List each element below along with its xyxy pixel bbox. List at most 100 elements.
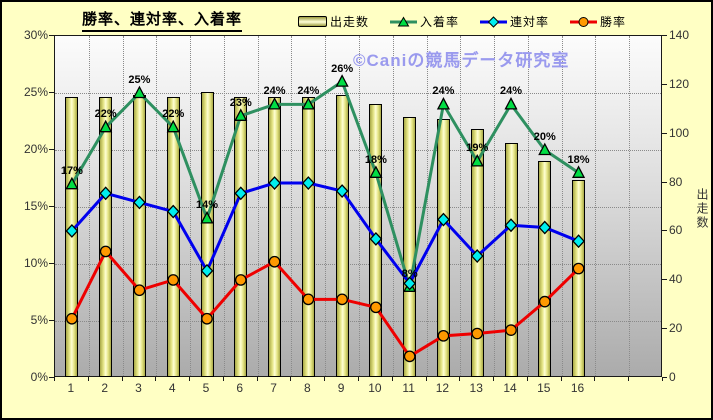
gridline-horizontal [55,93,661,94]
triangle-legend-icon [390,16,418,26]
gridline-vertical [88,36,90,376]
marker-diamond [166,204,180,219]
marker-circle [234,274,247,286]
marker-circle [370,301,382,314]
legend-label: 出走数 [330,15,370,29]
x-axis-tick [155,377,157,381]
x-axis-tick [54,377,55,381]
x-axis-tick-label: 2 [101,381,108,395]
marker-triangle [200,210,214,224]
line-series-svg [65,74,586,363]
marker-circle [336,293,348,306]
series-line-triangle [70,79,580,288]
data-label: 22% [162,108,185,121]
x-axis-tick [594,377,596,381]
marker-triangle [504,96,518,110]
legend: 出走数 入着率 連対率 勝率 [298,13,626,30]
x-axis-tick-label: 8 [303,381,311,395]
data-label: 19% [466,142,489,155]
y-axis-tick [49,92,54,93]
series-line-circle [70,248,580,359]
legend-item-starts: 出走数 [298,13,369,30]
x-axis-tick-label: 5 [202,381,210,395]
marker-diamond [234,186,248,201]
x-axis-tick [189,377,191,381]
marker-triangle [571,165,586,178]
bar [200,92,214,377]
legend-item-entry-rate: 入着率 [390,13,459,30]
marker-diamond [99,186,113,201]
marker-diamond [538,220,552,235]
gridline-horizontal [55,207,661,208]
legend-label: 連対率 [510,15,550,29]
y-axis-tick-label: 20% [23,142,48,156]
gridline-horizontal [55,150,661,151]
marker-circle [538,295,551,308]
gridline-vertical [561,36,563,376]
x-axis-tick [324,377,326,381]
right-axis-tick [662,132,667,134]
marker-diamond [470,249,484,263]
right-axis-tick [662,279,667,281]
gridline-vertical [291,36,293,376]
gridline-vertical [595,36,597,376]
marker-circle [572,262,585,275]
data-label: 17% [60,165,83,178]
data-label: 24% [263,85,286,98]
right-axis-tick-label: 80 [669,174,683,189]
x-axis-tick [628,377,630,381]
marker-circle [66,312,78,325]
y-axis-tick-label: 0% [30,370,48,384]
y-axis-tick [49,149,54,150]
x-axis-tick-label: 16 [570,381,585,395]
marker-triangle [301,96,315,110]
gridline-vertical [392,36,394,376]
x-axis-tick-label: 4 [168,381,176,395]
marker-diamond [200,263,214,278]
bar [538,160,552,377]
marker-circle [471,327,484,340]
right-axis-tick-label: 40 [669,272,683,287]
x-axis-tick-label: 6 [236,381,244,395]
data-label: 18% [364,153,387,166]
gridline-vertical [494,36,496,376]
marker-circle [505,324,517,336]
x-axis-tick [560,377,562,381]
bar [166,97,180,377]
bar [436,119,450,377]
marker-diamond [572,234,585,249]
x-axis-tick-label: 9 [337,381,345,395]
data-label: 26% [331,62,354,75]
right-axis-tick [662,230,667,232]
gridline-vertical [359,36,360,376]
right-axis-tick-label: 120 [669,76,690,91]
marker-diamond [335,184,349,199]
right-axis-tick-label: 140 [669,28,690,42]
marker-triangle [470,153,484,167]
marker-circle [99,245,112,258]
gridline-vertical [257,36,259,376]
x-axis-tick [425,377,427,381]
gridline-horizontal [55,264,661,265]
right-axis-tick [662,377,667,378]
x-axis-tick-label: 14 [503,381,517,395]
y-axis-tick-label: 10% [23,256,48,270]
plot-area: 17% 22% 25% 22% 14% 23% 24% 24% 26% 18% 8% 24% 19% 24… [54,35,662,377]
x-axis-tick [662,377,663,381]
x-axis-tick-label: 3 [135,381,142,395]
marker-triangle [99,119,113,133]
gridline-vertical [629,36,631,376]
marker-circle [133,284,146,297]
legend-item-win-rate: 勝率 [570,13,626,30]
legend-label: 勝率 [600,15,627,29]
gridline-vertical [460,36,462,376]
data-label: 24% [499,85,523,98]
gridline-vertical [122,36,124,376]
y-axis-tick-label: 30% [23,28,48,42]
x-axis-tick [121,377,123,381]
right-axis-tick [662,181,667,183]
circle-legend-icon [570,16,598,27]
marker-diamond [403,276,417,291]
marker-circle [268,255,281,268]
right-axis-tick [662,328,667,330]
